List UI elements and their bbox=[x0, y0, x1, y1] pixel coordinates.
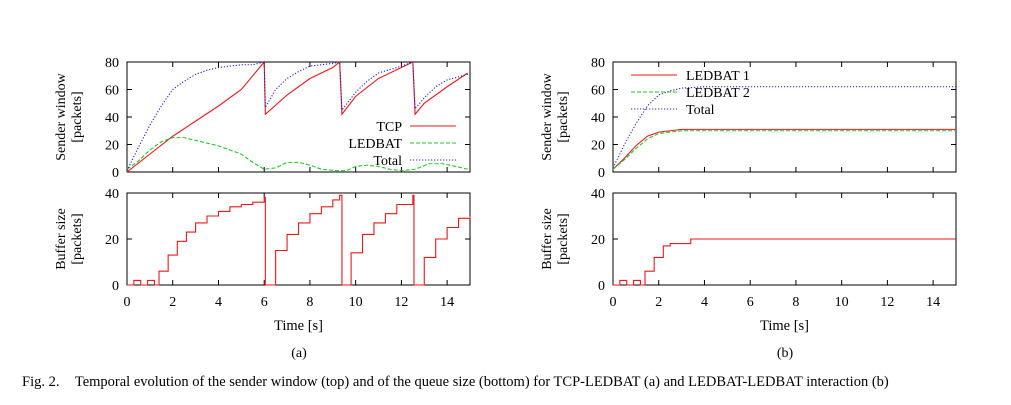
y-axis-label: [packets] bbox=[556, 91, 571, 142]
y-tick-label: 20 bbox=[105, 139, 119, 154]
x-tick-label: 10 bbox=[349, 295, 363, 310]
plot-frame bbox=[126, 192, 471, 286]
y-tick-label: 0 bbox=[598, 279, 605, 294]
x-tick-label: 0 bbox=[124, 295, 131, 310]
x-axis-label: Time [s] bbox=[760, 318, 809, 334]
x-tick-label: 8 bbox=[306, 295, 313, 310]
series-line-ledbat-2 bbox=[612, 130, 956, 170]
series-line-buffer bbox=[127, 194, 471, 286]
series-line-ledbat-1 bbox=[612, 128, 956, 170]
panel-b-top-window: 0 20 40 60 80 Sender window [packets] LEDBAT 1 L… bbox=[540, 56, 957, 181]
y-tick-label: 40 bbox=[591, 111, 605, 126]
subfigure-label-b: (b) bbox=[777, 346, 794, 361]
y-tick-label: 40 bbox=[105, 111, 119, 126]
x-tick-label: 6 bbox=[747, 295, 754, 310]
panel-b-bottom-buffer: 0 20 40 0 2 4 6 8 10 12 14 Time [s] Buffer size [pack… bbox=[540, 187, 957, 334]
x-tick-label: 12 bbox=[394, 295, 408, 310]
y-tick-label: 80 bbox=[105, 56, 119, 71]
plot-frame bbox=[612, 61, 957, 173]
x-tick-label: 10 bbox=[835, 295, 849, 310]
legend-label: Total bbox=[373, 154, 402, 169]
panel-a-bottom-buffer: 0 20 40 0 2 4 6 8 10 12 14 Time [s] Buffer size [pack… bbox=[54, 187, 471, 334]
legend-label: LEDBAT bbox=[348, 137, 402, 152]
x-tick-label: 14 bbox=[440, 295, 454, 310]
x-tick-label: 4 bbox=[701, 295, 708, 310]
series-line-total bbox=[126, 61, 468, 171]
legend-label: Total bbox=[686, 103, 715, 118]
panel-a-top-window: 0 20 40 60 80 Sender window [packets] TCP LEDBAT… bbox=[54, 56, 471, 181]
y-tick-label: 20 bbox=[591, 233, 605, 248]
series-line-buffer bbox=[613, 238, 956, 286]
y-axis-label: Sender window bbox=[540, 72, 555, 160]
y-axis-label: [packets] bbox=[70, 91, 85, 142]
y-tick-label: 0 bbox=[112, 279, 119, 294]
x-axis-label: Time [s] bbox=[274, 318, 323, 334]
y-tick-label: 20 bbox=[591, 139, 605, 154]
y-tick-label: 40 bbox=[591, 187, 605, 202]
y-tick-label: 80 bbox=[591, 56, 605, 71]
y-axis-label: Buffer size bbox=[54, 208, 69, 270]
y-tick-label: 0 bbox=[112, 166, 119, 181]
x-tick-label: 12 bbox=[880, 295, 894, 310]
plot-frame bbox=[126, 61, 471, 173]
series-line-tcp bbox=[126, 60, 469, 173]
subfigure-label-a: (a) bbox=[291, 346, 307, 361]
y-tick-label: 0 bbox=[598, 166, 605, 181]
y-tick-label: 20 bbox=[105, 233, 119, 248]
y-axis-label: Sender window bbox=[54, 72, 69, 160]
caption-text: Temporal evolution of the sender window … bbox=[74, 374, 889, 390]
x-tick-label: 0 bbox=[610, 295, 617, 310]
legend-label: LEDBAT 1 bbox=[686, 69, 750, 84]
legend-label: TCP bbox=[376, 120, 402, 135]
x-tick-label: 2 bbox=[655, 295, 662, 310]
y-axis-label: [packets] bbox=[556, 213, 571, 264]
y-tick-label: 60 bbox=[105, 84, 119, 99]
x-tick-label: 14 bbox=[926, 295, 940, 310]
caption-label: Fig. 2. bbox=[22, 374, 60, 390]
series-line-total bbox=[612, 86, 956, 169]
x-tick-label: 2 bbox=[169, 295, 176, 310]
y-axis-label: [packets] bbox=[70, 213, 85, 264]
legend-label: LEDBAT 2 bbox=[686, 86, 750, 101]
x-tick-label: 4 bbox=[215, 295, 222, 310]
y-axis-label: Buffer size bbox=[540, 208, 555, 270]
y-tick-label: 60 bbox=[591, 84, 605, 99]
x-tick-label: 8 bbox=[792, 295, 799, 310]
figure-caption: Fig. 2. Temporal evolution of the sender… bbox=[22, 374, 1002, 391]
y-tick-label: 40 bbox=[105, 187, 119, 202]
x-tick-label: 6 bbox=[261, 295, 268, 310]
